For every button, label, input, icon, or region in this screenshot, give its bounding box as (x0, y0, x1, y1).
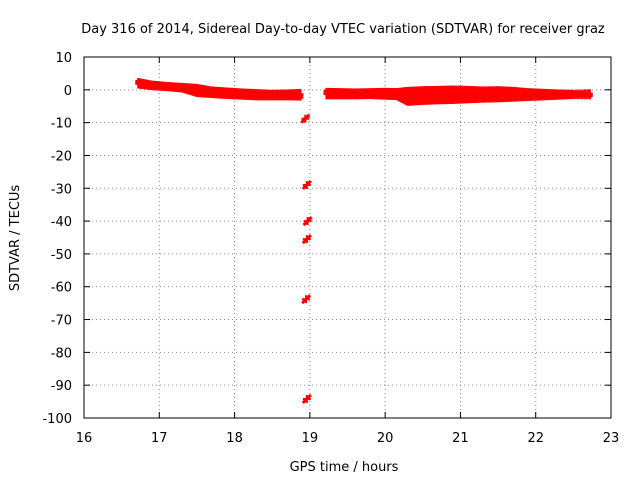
y-tick-label: -10 (51, 117, 72, 132)
y-tick-label: 0 (64, 84, 72, 99)
x-tick-label: 17 (151, 431, 168, 446)
x-tick-label: 16 (76, 431, 93, 446)
data-point-outlier (301, 393, 312, 405)
y-tick-label: 10 (55, 51, 72, 66)
chart-title: Day 316 of 2014, Sidereal Day-to-day VTE… (81, 22, 605, 37)
y-tick-label: -30 (51, 182, 72, 197)
series-sdtvar (134, 77, 594, 405)
data-point-outlier (301, 179, 312, 191)
x-tick-label: 22 (527, 431, 544, 446)
x-tick-label: 20 (377, 431, 394, 446)
axis-ticks: 16 17 18 19 20 21 22 23 10 0 -10 -20 -30 -40 -50 -60 -70… (42, 51, 619, 446)
y-tick-label: -100 (42, 412, 72, 427)
y-tick-label: -20 (51, 149, 72, 164)
data-point-outlier (302, 216, 313, 227)
y-tick-label: -60 (51, 281, 72, 296)
y-tick-label: -50 (51, 248, 72, 263)
x-tick-label: 21 (452, 431, 469, 446)
data-point-outlier (301, 294, 312, 305)
y-axis-label: SDTVAR / TECUs (8, 185, 23, 292)
data-point-outlier (300, 113, 311, 124)
y-tick-label: -80 (51, 346, 72, 361)
plot-frame (83, 56, 612, 419)
y-tick-label: -40 (51, 215, 72, 230)
x-tick-label: 23 (603, 431, 620, 446)
y-tick-label: -90 (51, 379, 72, 394)
data-point-outlier (301, 234, 312, 245)
x-axis-label: GPS time / hours (290, 460, 399, 475)
x-tick-label: 18 (226, 431, 243, 446)
x-tick-label: 19 (302, 431, 319, 446)
y-tick-label: -70 (51, 314, 72, 329)
